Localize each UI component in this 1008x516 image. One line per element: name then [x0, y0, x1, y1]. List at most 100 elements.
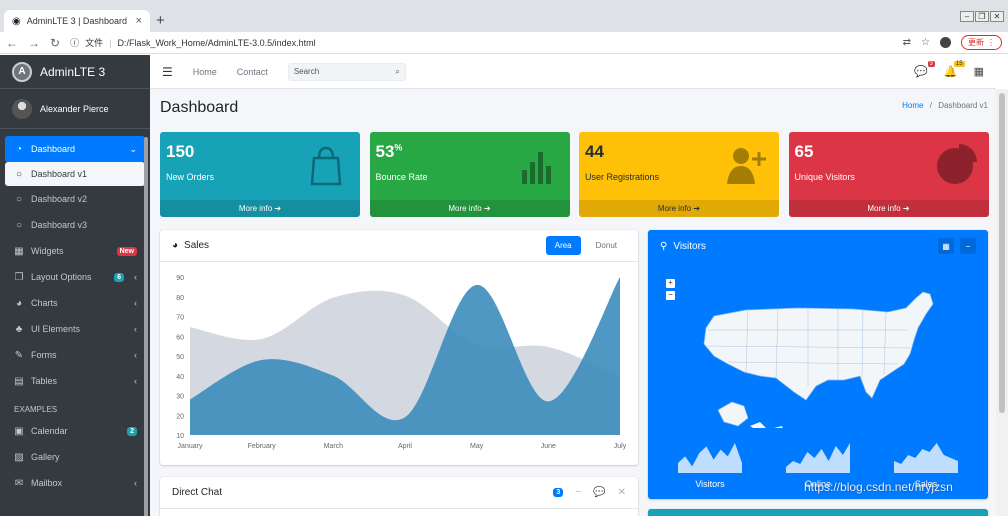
sidebar-scrollbar[interactable]: [144, 137, 148, 516]
brand-link[interactable]: A AdminLTE 3: [0, 55, 150, 89]
messages-dropdown[interactable]: 💬 3: [914, 61, 935, 78]
sidebar-badge: 2: [127, 426, 137, 436]
more-icon: ⋮: [987, 38, 995, 47]
close-window-icon[interactable]: ✕: [990, 11, 1004, 22]
sidebar-item-mailbox[interactable]: ✉ Mailbox ‹: [5, 470, 145, 496]
update-button[interactable]: 更新 ⋮: [961, 35, 1002, 50]
x-tick-label: February: [248, 443, 277, 450]
copy-icon: ❐: [14, 271, 24, 283]
browser-tab[interactable]: ◉ AdminLTE 3 | Dashboard ×: [4, 10, 150, 32]
search-input[interactable]: Search ⌕: [287, 62, 406, 81]
watermark-text: https://blog.csdn.net/hryjzsn: [804, 480, 953, 494]
notifications-dropdown[interactable]: 🔔 15: [944, 61, 965, 78]
sidebar-item-gallery[interactable]: ▨ Gallery: [5, 444, 145, 470]
sidebar-item-dashboard-v1[interactable]: ○ Dashboard v1: [5, 162, 145, 186]
map-zoom-in-button[interactable]: +: [666, 279, 675, 288]
more-info-link[interactable]: More info ➔: [160, 200, 360, 217]
scrollbar-thumb[interactable]: [999, 93, 1005, 413]
comments-icon: 💬: [914, 66, 928, 78]
chevron-left-icon: ‹: [134, 350, 137, 360]
avatar: [12, 98, 32, 119]
chevron-left-icon: ‹: [134, 272, 137, 282]
hamburger-icon[interactable]: ☰: [162, 64, 173, 79]
star-icon[interactable]: ☆: [921, 37, 930, 48]
direct-chat-card: Direct Chat 3 − 💬 ✕: [160, 477, 638, 516]
x-tick-label: April: [398, 443, 412, 450]
chevron-left-icon: ‹: [134, 376, 137, 386]
profile-icon[interactable]: [940, 37, 951, 48]
visitors-card: ⚲ Visitors ▦ − + − Visitors Online Sales: [648, 230, 988, 499]
tab-title: AdminLTE 3 | Dashboard: [26, 16, 127, 26]
sidebar-item-layout-options[interactable]: ❐ Layout Options 6 ‹: [5, 264, 145, 290]
sparkline-label: Online: [804, 479, 831, 489]
content-wrapper: Dashboard Home / Dashboard v1 150 New Ord…: [150, 89, 996, 516]
sidebar-item-dashboard-v2[interactable]: ○ Dashboard v2: [5, 186, 145, 212]
globe-icon: ◉: [12, 15, 21, 27]
sidebar-badge: 6: [114, 272, 124, 282]
sidebar-item-widgets[interactable]: ▦ Widgets New: [5, 238, 145, 264]
sidebar-item-label: Forms: [31, 350, 57, 360]
small-box-label: User Registrations: [585, 172, 660, 182]
tab-donut[interactable]: Donut: [595, 241, 617, 250]
small-box-label: Bounce Rate: [375, 172, 428, 182]
sidebar-item-label: Tables: [31, 376, 58, 386]
sidebar-item-calendar[interactable]: ▣ Calendar 2: [5, 418, 145, 444]
more-info-link[interactable]: More info ➔: [788, 200, 989, 217]
sidebar-item-dashboard[interactable]: ◔ Dashboard ⌄: [5, 136, 145, 162]
x-tick-label: January: [178, 443, 203, 450]
reload-icon[interactable]: ↻: [50, 35, 61, 50]
table-icon: ▤: [14, 375, 24, 387]
chart-pie-icon: ◕: [15, 297, 23, 309]
url-text: D:/Flask_Work_Home/AdminLTE-3.0.5/index.…: [117, 37, 316, 48]
page-scrollbar[interactable]: [996, 89, 1008, 516]
user-panel[interactable]: Alexander Pierce: [0, 89, 150, 129]
calendar-button[interactable]: ▦: [938, 238, 954, 254]
minimize-icon[interactable]: –: [960, 11, 974, 22]
translate-icon[interactable]: ⇄: [902, 37, 912, 48]
sidebar-item-dashboard-v3[interactable]: ○ Dashboard v3: [5, 212, 145, 238]
sidebar-item-label: Calendar: [31, 426, 68, 436]
back-icon[interactable]: ←: [6, 35, 18, 50]
nav-contact-link[interactable]: Contact: [236, 66, 268, 77]
y-tick-label: 90: [176, 275, 184, 282]
forward-icon[interactable]: →: [28, 35, 40, 50]
nav-home-link[interactable]: Home: [192, 66, 217, 77]
sidebar-item-charts[interactable]: ◕ Charts ‹: [5, 290, 145, 316]
breadcrumb-home[interactable]: Home: [902, 101, 924, 110]
stats-bars-icon: [521, 152, 551, 184]
y-tick-label: 40: [176, 374, 184, 381]
collapse-button[interactable]: −: [960, 238, 976, 254]
chevron-left-icon: ‹: [134, 324, 137, 334]
sidebar: A AdminLTE 3 Alexander Pierce ◔ Dashboard…: [0, 55, 150, 516]
admin-page: A AdminLTE 3 Alexander Pierce ◔ Dashboard…: [0, 55, 1008, 516]
page-title: Dashboard: [160, 99, 239, 116]
sidebar-item-forms[interactable]: ✎ Forms ‹: [5, 342, 145, 368]
edit-icon: ✎: [14, 349, 24, 361]
sidebar-item-ui-elements[interactable]: ♣ UI Elements ‹: [5, 316, 145, 342]
close-tab-icon[interactable]: ×: [135, 15, 142, 27]
pie-graph-icon: [936, 144, 977, 184]
close-icon[interactable]: ✕: [617, 487, 626, 498]
more-info-link[interactable]: More info ➔: [369, 200, 570, 217]
more-info-link[interactable]: More info ➔: [579, 200, 779, 217]
address-bar: ← → ↻ ⓘ 文件 | D:/Flask_Work_Home/AdminLTE…: [0, 32, 1008, 54]
usa-vector-map[interactable]: [648, 268, 988, 428]
sparkline-label: Visitors: [695, 479, 725, 489]
brand-logo-icon: A: [12, 61, 32, 82]
image-icon: ▨: [14, 451, 24, 463]
restore-icon[interactable]: ❐: [975, 11, 989, 22]
sidebar-item-tables[interactable]: ▤ Tables ‹: [5, 368, 145, 394]
chart-pie-icon: ◕: [172, 240, 179, 251]
search-icon[interactable]: ⌕: [395, 66, 400, 76]
control-sidebar-icon[interactable]: ▦: [973, 66, 984, 78]
x-tick-label: May: [470, 443, 484, 450]
small-box-value: 44: [585, 142, 604, 161]
sidebar-item-label: UI Elements: [31, 324, 81, 334]
map-zoom-out-button[interactable]: −: [666, 291, 675, 300]
comments-icon[interactable]: 💬: [593, 487, 606, 498]
minus-icon[interactable]: −: [575, 487, 582, 498]
notifications-badge: 15: [953, 61, 965, 67]
url-field[interactable]: ⓘ 文件 | D:/Flask_Work_Home/AdminLTE-3.0.5…: [70, 36, 893, 49]
new-tab-button[interactable]: +: [156, 12, 165, 29]
tab-area[interactable]: Area: [545, 236, 581, 255]
